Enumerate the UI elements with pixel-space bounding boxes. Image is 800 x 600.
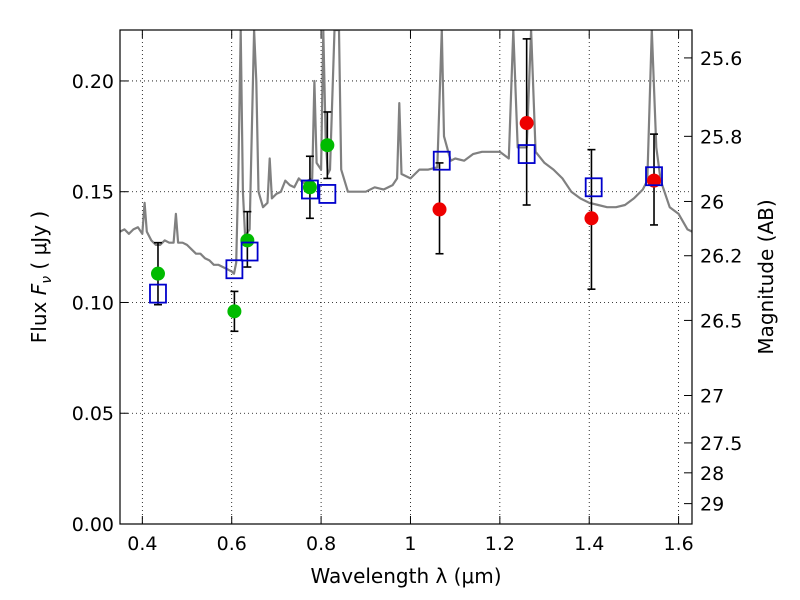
right-tick-label: 25.6 (700, 48, 742, 70)
plot-area (120, 30, 692, 524)
data-markers (149, 116, 663, 319)
x-tick-label: 1 (404, 533, 416, 555)
data-point (150, 266, 165, 281)
right-tick-label: 26.2 (700, 246, 742, 268)
model-square (301, 179, 319, 200)
model-square (318, 184, 337, 204)
data-point (320, 138, 335, 153)
plot-frame (119, 29, 693, 525)
model-square (517, 144, 536, 164)
model-square (432, 150, 451, 171)
x-tick-label: 0.8 (306, 533, 336, 555)
right-tick-label: 25.8 (700, 126, 742, 148)
right-tick-label: 28 (700, 463, 724, 485)
data-point (647, 173, 662, 188)
right-tick-label: 29 (700, 494, 724, 516)
right-axis-label: Magnitude (AB) (754, 199, 778, 354)
error-bars (153, 38, 659, 333)
data-point (432, 202, 447, 217)
model-square (584, 177, 603, 198)
right-tick-label: 26.5 (700, 310, 742, 332)
x-axis-label: Wavelength λ (μm) (310, 564, 501, 588)
x-tick-label: 0.4 (127, 533, 157, 555)
x-tick-label: 1.2 (485, 533, 515, 555)
y-tick-label: 0.10 (72, 292, 114, 314)
x-tick-label: 1.4 (574, 533, 604, 555)
model-square (240, 241, 259, 262)
right-tick-label: 27.5 (700, 433, 742, 455)
right-tick-label: 26 (700, 191, 724, 213)
right-tick-label: 27 (700, 386, 724, 408)
data-point (240, 233, 255, 248)
y-tick-label: 0.05 (72, 403, 114, 425)
y-axis-label: Flux Fν ( μJy ) (27, 211, 55, 343)
data-point (227, 304, 242, 319)
spectrum-line (120, 30, 692, 275)
data-point (584, 211, 599, 226)
y-tick-label: 0.00 (72, 514, 114, 536)
y-tick-label: 0.20 (72, 71, 114, 93)
data-point (302, 180, 317, 195)
data-point (519, 116, 534, 131)
model-square (645, 166, 663, 187)
model-square (225, 259, 244, 280)
axis-ticks: 0.4 0.6 0.8 1 1.2 1.4 1.6 0.00 0.05 0.10 0.15 0.20 2… (72, 30, 742, 555)
spectrum-group (120, 30, 692, 275)
model-square (149, 283, 167, 304)
y-tick-label: 0.15 (72, 182, 114, 204)
x-tick-label: 0.6 (217, 533, 247, 555)
x-tick-label: 1.6 (663, 533, 693, 555)
